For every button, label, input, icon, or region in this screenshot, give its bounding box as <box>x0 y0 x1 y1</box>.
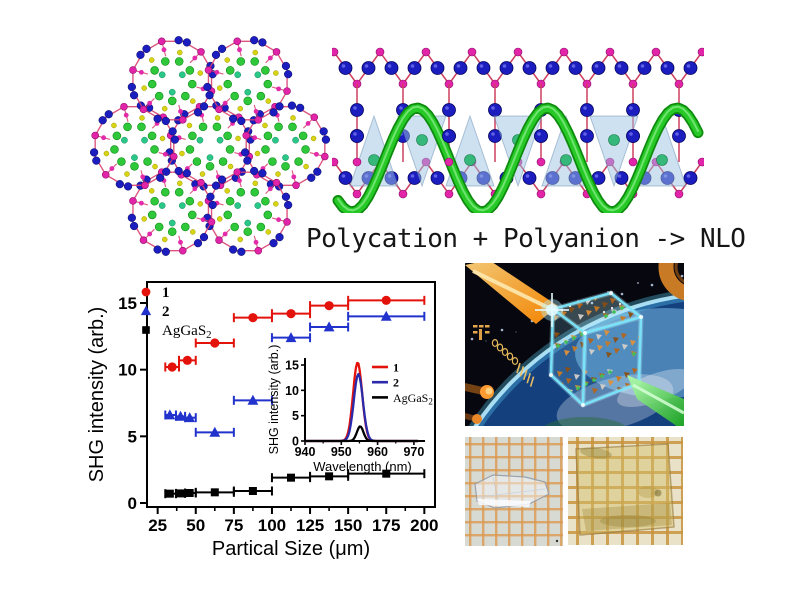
series-1 <box>164 295 426 372</box>
inset-chart: 940 950 960 970 0 5 10 15 Wavelength (nm) SHG int… <box>267 345 433 474</box>
x-tick-label: 200 <box>410 516 438 535</box>
series-2 <box>164 310 426 437</box>
svg-text:2: 2 <box>393 376 399 390</box>
x-tick-label: 125 <box>296 516 324 535</box>
y-tick-label: 5 <box>128 427 137 446</box>
svg-text:940: 940 <box>295 445 316 459</box>
svg-text:5: 5 <box>292 409 299 423</box>
svg-text:0: 0 <box>292 435 299 449</box>
helical-chain-structure-image <box>332 47 704 213</box>
y-axis-title: SHG intensity (arb.) <box>86 307 108 483</box>
crystal-packing-structure-image <box>89 36 331 256</box>
y-tick-label: 0 <box>128 494 137 513</box>
yellow-crystal-photo <box>568 437 683 545</box>
x-tick-label: 75 <box>224 516 243 535</box>
x-tick-label: 150 <box>334 516 362 535</box>
x-tick-label: 50 <box>186 516 205 535</box>
x-axis-title: Partical Size (μm) <box>212 538 370 560</box>
inset-curve-aggas <box>305 425 419 443</box>
inset-x-axis-title: Wavelength (nm) <box>313 459 412 474</box>
legend-label: AgGaS2 <box>162 323 212 341</box>
legend-label: 1 <box>162 285 170 301</box>
svg-text:950: 950 <box>331 445 352 459</box>
svg-text:970: 970 <box>403 445 424 459</box>
x-tick-label: 100 <box>258 516 286 535</box>
nlo-crystal-earth-art-image <box>465 263 684 426</box>
x-tick-label: 25 <box>148 516 167 535</box>
svg-text:10: 10 <box>285 384 299 398</box>
reaction-equation-text: Polycation + Polyanion -> NLO <box>306 224 746 254</box>
y-tick-label: 10 <box>118 361 137 380</box>
svg-text:960: 960 <box>367 445 388 459</box>
svg-text:AgGaS2: AgGaS2 <box>393 391 433 407</box>
inset-y-axis-title: SHG intensity (arb.) <box>267 345 281 455</box>
inset-curve-2 <box>305 372 419 443</box>
y-tick-label: 15 <box>118 294 137 313</box>
colorless-crystal-photo <box>465 437 563 546</box>
chart-legend: 1 2 AgGaS2 <box>140 285 212 341</box>
x-tick-label: 175 <box>372 516 400 535</box>
series-aggas <box>164 469 426 499</box>
svg-text:1: 1 <box>393 361 399 375</box>
svg-text:15: 15 <box>285 359 299 373</box>
legend-label: 2 <box>162 304 170 320</box>
